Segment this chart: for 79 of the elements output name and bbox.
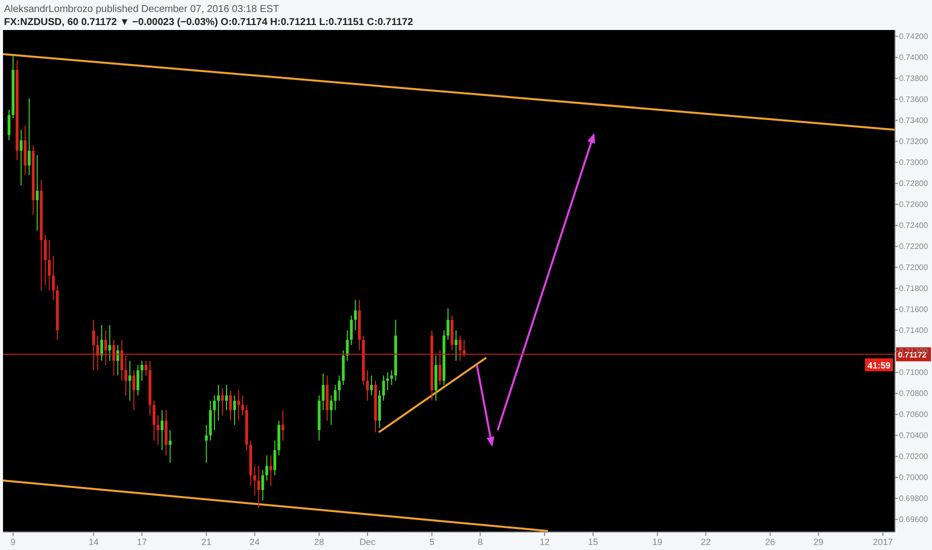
x-tick-label: 19 <box>652 537 662 547</box>
candlestick <box>8 109 10 141</box>
candlestick <box>225 384 228 411</box>
candlestick <box>281 410 284 442</box>
candlestick <box>128 360 132 402</box>
candlestick <box>438 350 442 386</box>
y-tick-label: 0.74000 <box>899 52 928 62</box>
chart-subtitle: AleksandrLombrozo published December 07, 2016 03:18 EST <box>4 4 280 15</box>
x-tick-label: 21 <box>201 537 212 547</box>
candlestick <box>108 324 112 362</box>
candlestick <box>454 330 458 362</box>
x-tick-label: 8 <box>478 537 483 547</box>
candlestick <box>136 364 140 396</box>
candlestick <box>350 315 353 346</box>
x-tick-label: 12 <box>540 537 550 547</box>
y-tick-label: 0.73800 <box>899 74 928 83</box>
candlestick <box>144 360 148 376</box>
candlestick <box>217 384 220 422</box>
candlestick <box>92 319 96 371</box>
candlestick <box>446 308 450 340</box>
y-tick-label: 0.69600 <box>899 514 928 524</box>
y-tick-label: 0.73600 <box>899 94 928 104</box>
candlestick <box>382 375 385 402</box>
candlestick <box>354 299 357 331</box>
candlestick <box>386 372 389 391</box>
x-tick-label: 26 <box>765 537 776 547</box>
candlestick <box>213 394 216 431</box>
y-tick-label: 0.73000 <box>899 158 928 167</box>
y-tick-label: 0.71600 <box>899 304 928 314</box>
y-tick-label: 0.70600 <box>899 410 928 419</box>
candlestick <box>390 370 394 386</box>
candlestick <box>241 394 244 416</box>
chart-title: FX:NZDUSD, 60 0.71172 ▼ −0.00023 (−0.03%) O:0.71174 H:0.71211 L:0.71151 C:0.71172 <box>4 17 414 28</box>
candlestick <box>156 414 160 446</box>
y-tick-label: 0.70400 <box>899 430 928 440</box>
x-tick-label: Dec <box>359 537 376 547</box>
y-tick-label: 0.69800 <box>899 494 928 503</box>
x-tick-label: 15 <box>588 537 598 547</box>
x-tick-label: 22 <box>700 537 711 547</box>
candlestick <box>458 335 462 362</box>
candlestick <box>140 360 144 382</box>
candlestick <box>229 390 232 422</box>
candlestick <box>366 370 369 402</box>
candlestick <box>160 410 164 451</box>
y-tick-label: 0.74200 <box>899 32 928 41</box>
y-tick-label: 0.70200 <box>899 452 928 461</box>
y-tick-label: 0.72800 <box>899 178 928 188</box>
y-tick-label: 0.70000 <box>899 472 928 482</box>
candlestick <box>168 430 172 464</box>
y-tick-label: 0.72600 <box>899 200 928 209</box>
y-tick-label: 0.72200 <box>899 242 928 251</box>
y-tick-label: 0.73200 <box>899 136 928 146</box>
y-tick-label: 0.73400 <box>899 116 928 125</box>
annotation: 41:59 <box>867 360 891 370</box>
x-tick-label: 9 <box>10 537 16 547</box>
candlestick <box>237 390 240 422</box>
candlestick <box>52 255 55 300</box>
x-tick-label: 14 <box>88 537 99 547</box>
x-tick-label: 24 <box>250 537 260 547</box>
y-tick-label: 0.71000 <box>899 368 928 377</box>
candlestick <box>233 394 236 426</box>
candlestick <box>221 388 224 416</box>
candlestick <box>132 370 136 411</box>
candlestick <box>204 424 208 464</box>
y-tick-label: 0.72400 <box>899 220 928 230</box>
candlestick <box>322 372 325 411</box>
candlestick <box>96 335 100 371</box>
candlestick <box>370 375 373 396</box>
y-tick-label: 0.72000 <box>899 262 928 272</box>
candlestick <box>20 129 23 186</box>
y-tick-label: 0.71400 <box>899 326 928 335</box>
x-tick-label: 2017 <box>872 537 893 547</box>
y-tick-label: 0.70800 <box>899 388 928 398</box>
candlestick <box>152 400 156 442</box>
y-tick-label: 0.71800 <box>899 284 928 293</box>
x-tick-label: 17 <box>136 537 147 547</box>
x-tick-label: 29 <box>813 537 824 547</box>
x-tick-label: 28 <box>314 537 324 547</box>
x-tick-label: 5 <box>429 537 434 547</box>
